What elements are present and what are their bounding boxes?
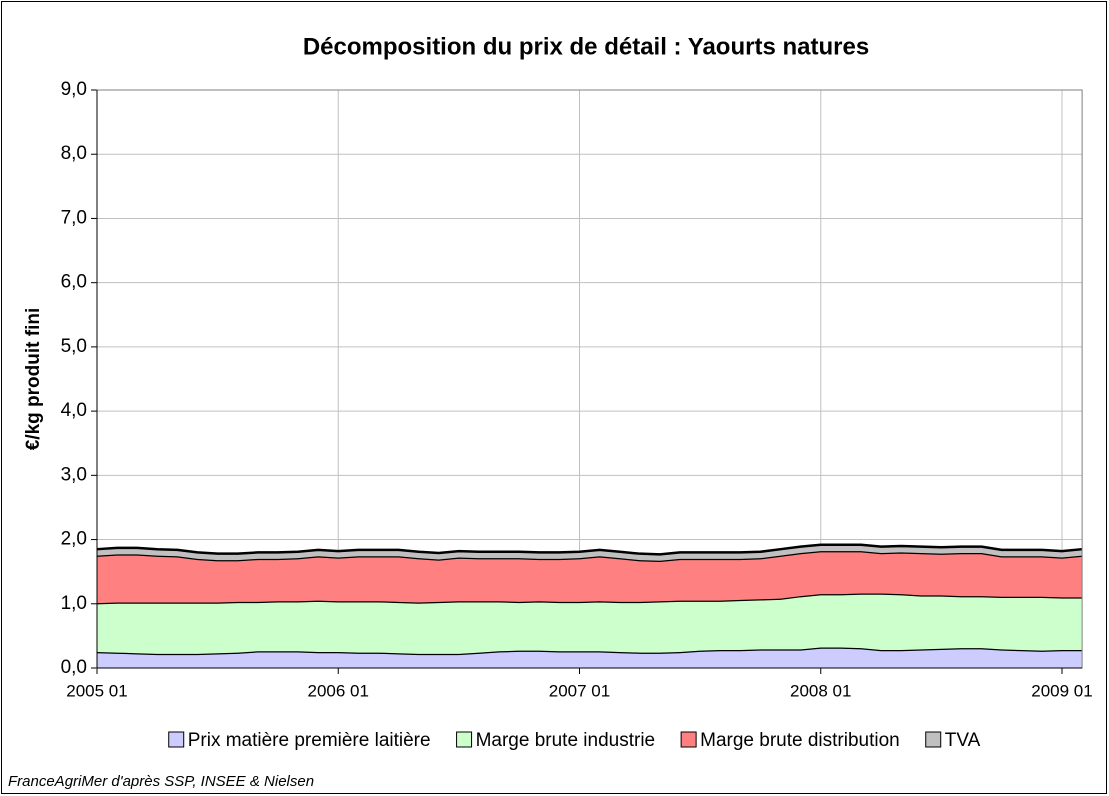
area-edge [96,543,1083,556]
area [97,551,1083,604]
y-tick-label: 0,0 [61,657,87,678]
y-tick-label: 3,0 [61,464,87,485]
legend-item: Prix matière première laitière [168,730,431,751]
y-tick-label: 9,0 [61,79,87,100]
x-tick-label: 2005 01 [66,681,127,700]
x-tick-label: 2006 01 [308,681,369,700]
x-tick-label: 2007 01 [549,681,610,700]
legend-label: Marge brute industrie [476,730,656,751]
legend-swatch [168,731,185,748]
y-tick-label: 4,0 [61,400,87,421]
source-note: FranceAgriMer d'après SSP, INSEE & Niels… [8,773,314,790]
legend-swatch [680,731,697,748]
y-tick-label: 2,0 [61,529,87,550]
x-tick-label: 2009 01 [1031,681,1092,700]
area [97,544,1083,561]
legend-swatch [925,731,942,748]
y-tick-label: 6,0 [61,272,87,293]
y-tick-label: 1,0 [61,593,87,614]
chart-title: Décomposition du prix de détail : Yaourt… [303,33,869,60]
y-tick-label: 8,0 [61,143,87,164]
y-axis-label: €/kg produit fini [23,308,44,451]
x-tick-label: 2008 01 [790,681,851,700]
legend-swatch [456,731,473,748]
y-tick-label: 7,0 [61,207,87,228]
y-tick-label: 5,0 [61,336,87,357]
legend-item: Marge brute industrie [456,730,656,751]
legend-label: Prix matière première laitière [188,730,431,751]
legend-label: Marge brute distribution [700,730,900,751]
legend-label: TVA [945,730,981,751]
area [97,593,1083,654]
legend-item: Marge brute distribution [680,730,900,751]
legend-item: TVA [925,730,981,751]
